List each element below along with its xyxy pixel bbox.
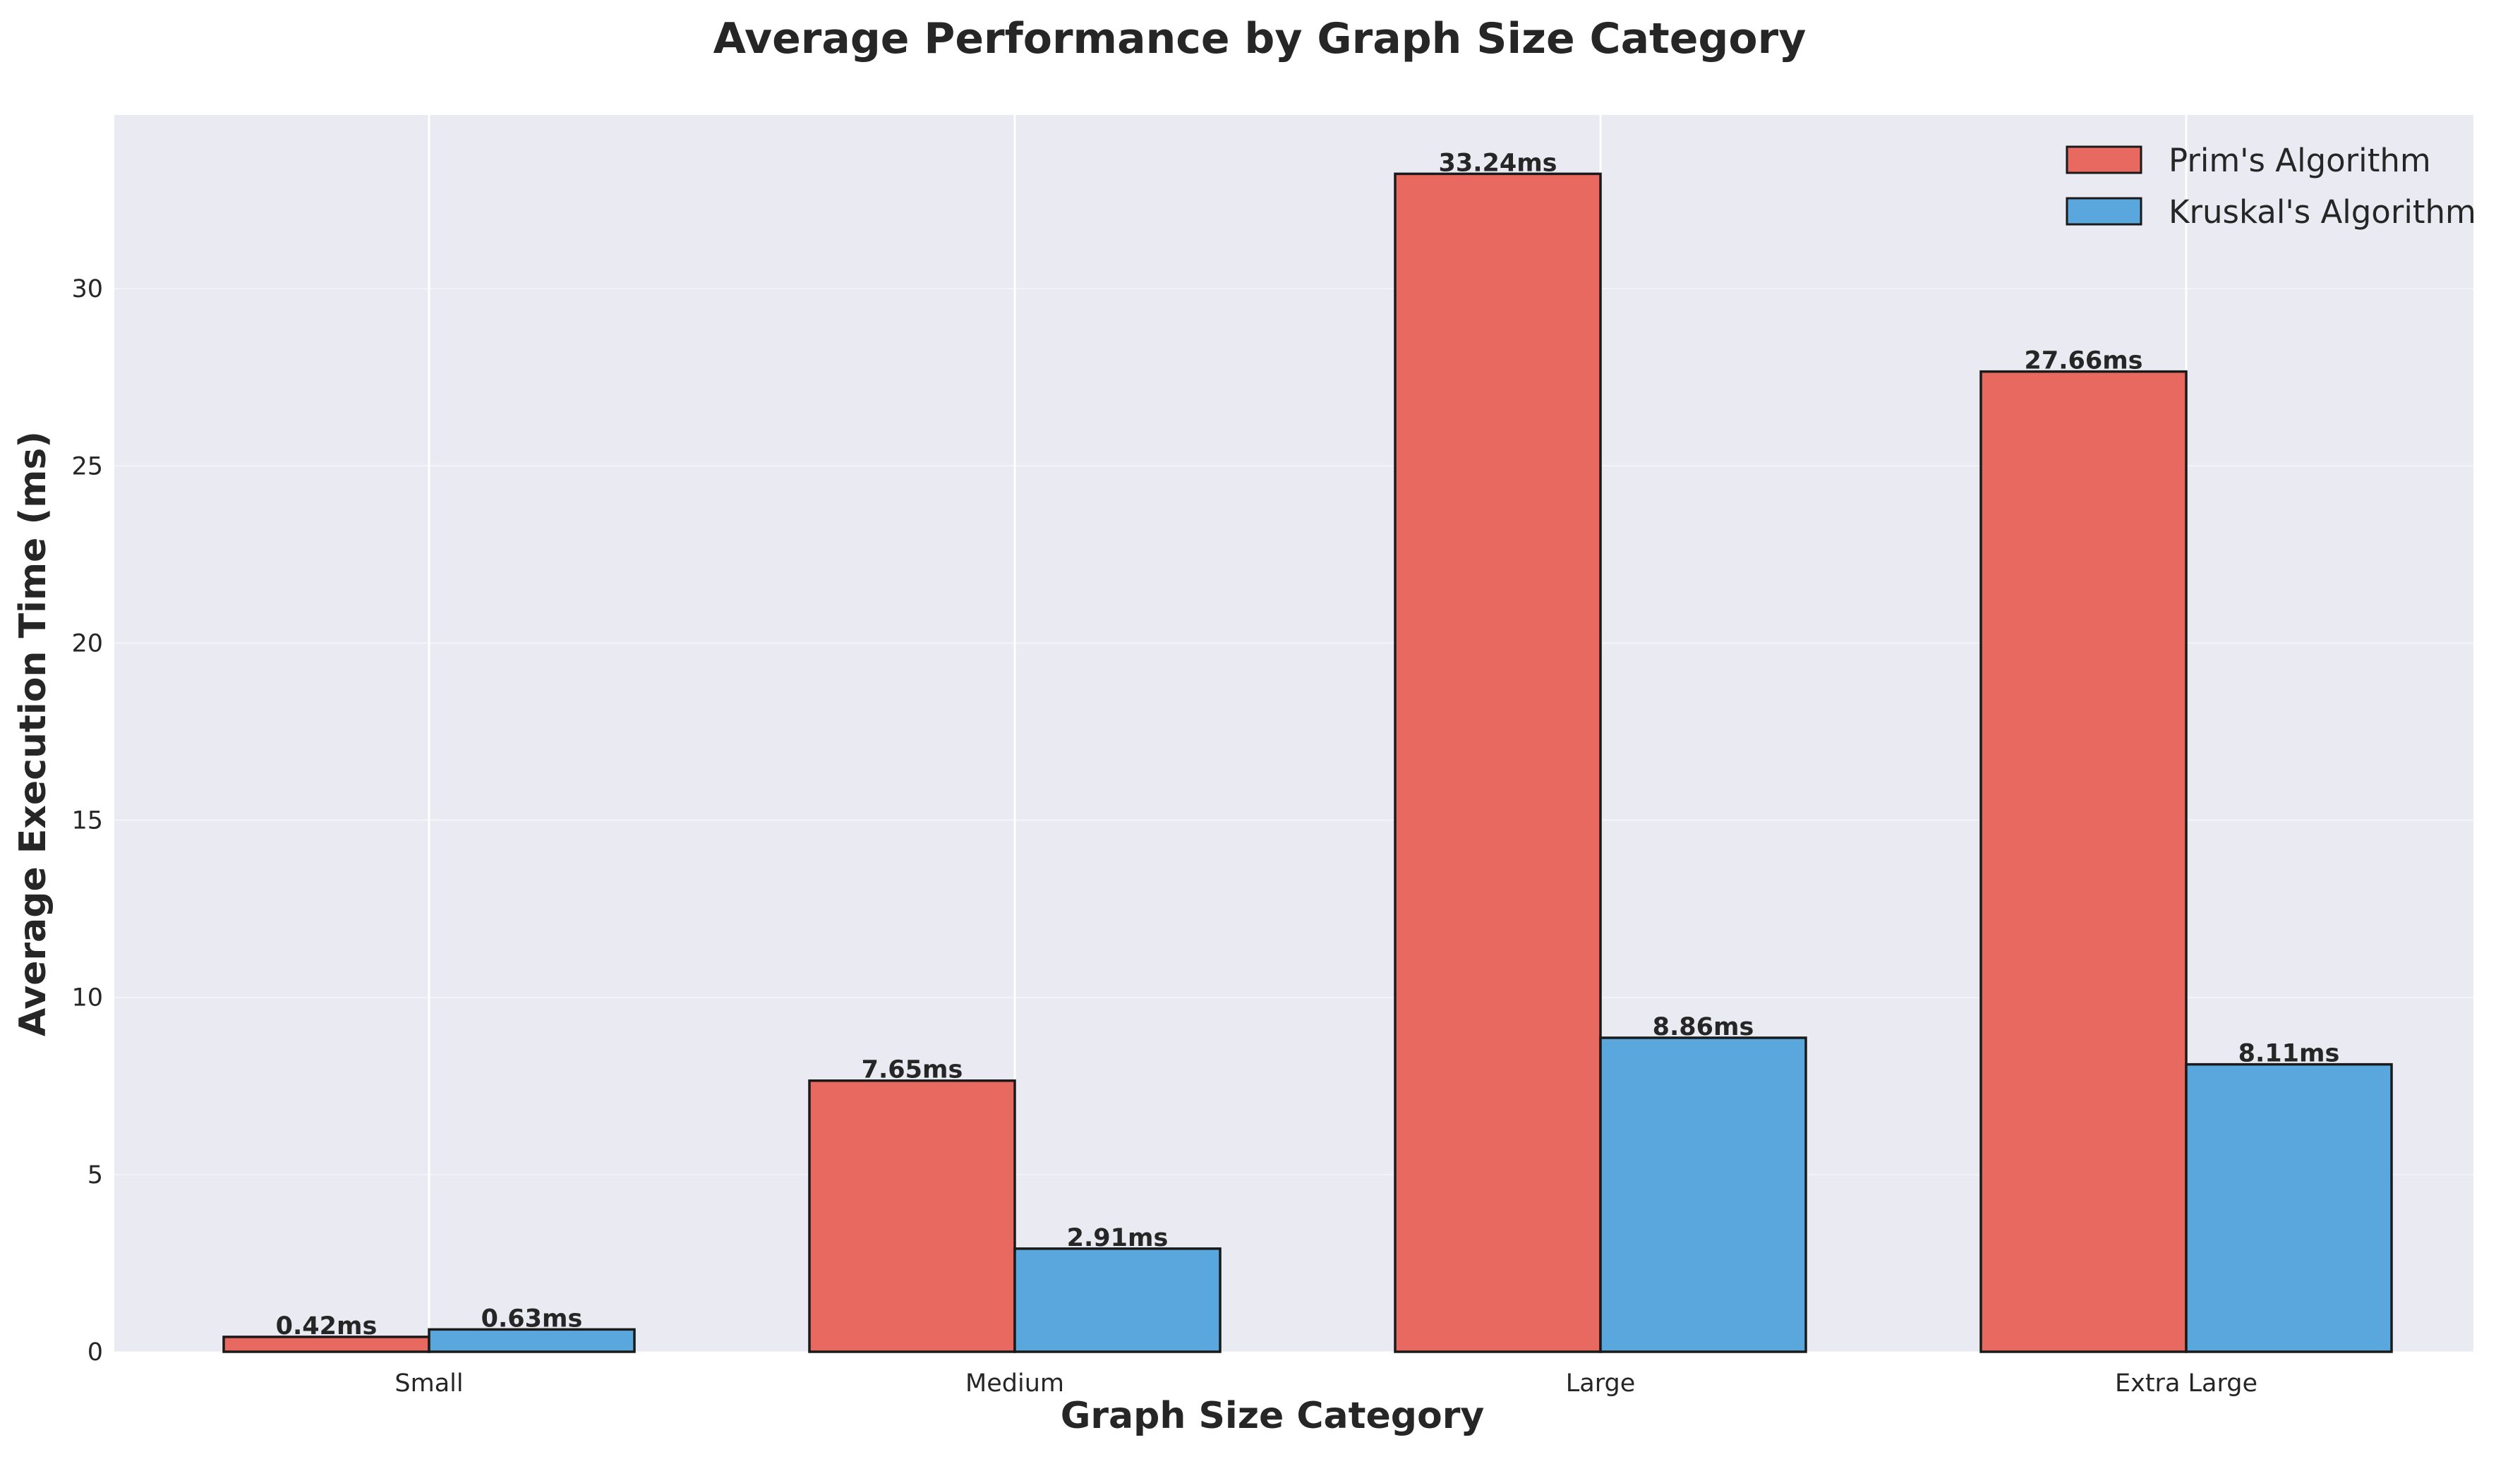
y-tick-label: 15 — [71, 807, 103, 835]
legend: Prim's Algorithm Kruskal's Algorithm — [2066, 142, 2476, 231]
bar — [428, 1328, 636, 1353]
y-tick-label: 30 — [71, 275, 103, 303]
bar — [1979, 370, 2188, 1353]
bars — [222, 172, 2393, 1353]
tick-labels: 0 5 10 15 20 25 30 Small Medium Large Extra Large — [71, 275, 2257, 1398]
bar-value-label: 8.11ms — [2238, 1040, 2340, 1068]
bar — [2185, 1063, 2393, 1353]
bar-value-label: 2.91ms — [1067, 1224, 1169, 1252]
x-tick-label: Large — [1566, 1369, 1635, 1398]
bar-value-label: 8.86ms — [1653, 1013, 1754, 1041]
legend-label-prims: Prim's Algorithm — [2169, 142, 2431, 179]
bar-value-label: 7.65ms — [862, 1056, 963, 1084]
bar — [1599, 1036, 1807, 1353]
y-axis-label: Average Execution Time (ms) — [12, 431, 54, 1036]
bar — [1013, 1247, 1222, 1353]
legend-swatch-kruskals — [2066, 197, 2142, 226]
data-labels: 0.42ms 7.65ms 33.24ms 27.66ms 0.63ms 2.91ms 8.… — [276, 149, 2340, 1340]
y-tick-label: 25 — [71, 452, 103, 480]
x-tick-label: Small — [394, 1369, 463, 1398]
y-tick-label: 10 — [71, 984, 103, 1012]
bar-value-label: 27.66ms — [2024, 347, 2142, 375]
legend-label-kruskals: Kruskal's Algorithm — [2169, 193, 2476, 231]
chart-title: Average Performance by Graph Size Catego… — [713, 14, 1807, 63]
y-tick-label: 20 — [71, 629, 103, 658]
y-tick-label: 0 — [88, 1338, 103, 1367]
bar — [808, 1079, 1016, 1353]
x-axis-label: Graph Size Category — [1061, 1395, 1485, 1437]
x-tick-label: Extra Large — [2115, 1369, 2257, 1398]
y-tick-label: 5 — [88, 1161, 103, 1189]
bar-value-label: 0.63ms — [481, 1304, 583, 1333]
bar — [1394, 172, 1602, 1353]
bar-value-label: 33.24ms — [1438, 149, 1557, 177]
legend-swatch-prims — [2066, 145, 2142, 174]
x-tick-label: Medium — [965, 1369, 1064, 1398]
bar-value-label: 0.42ms — [276, 1312, 378, 1340]
